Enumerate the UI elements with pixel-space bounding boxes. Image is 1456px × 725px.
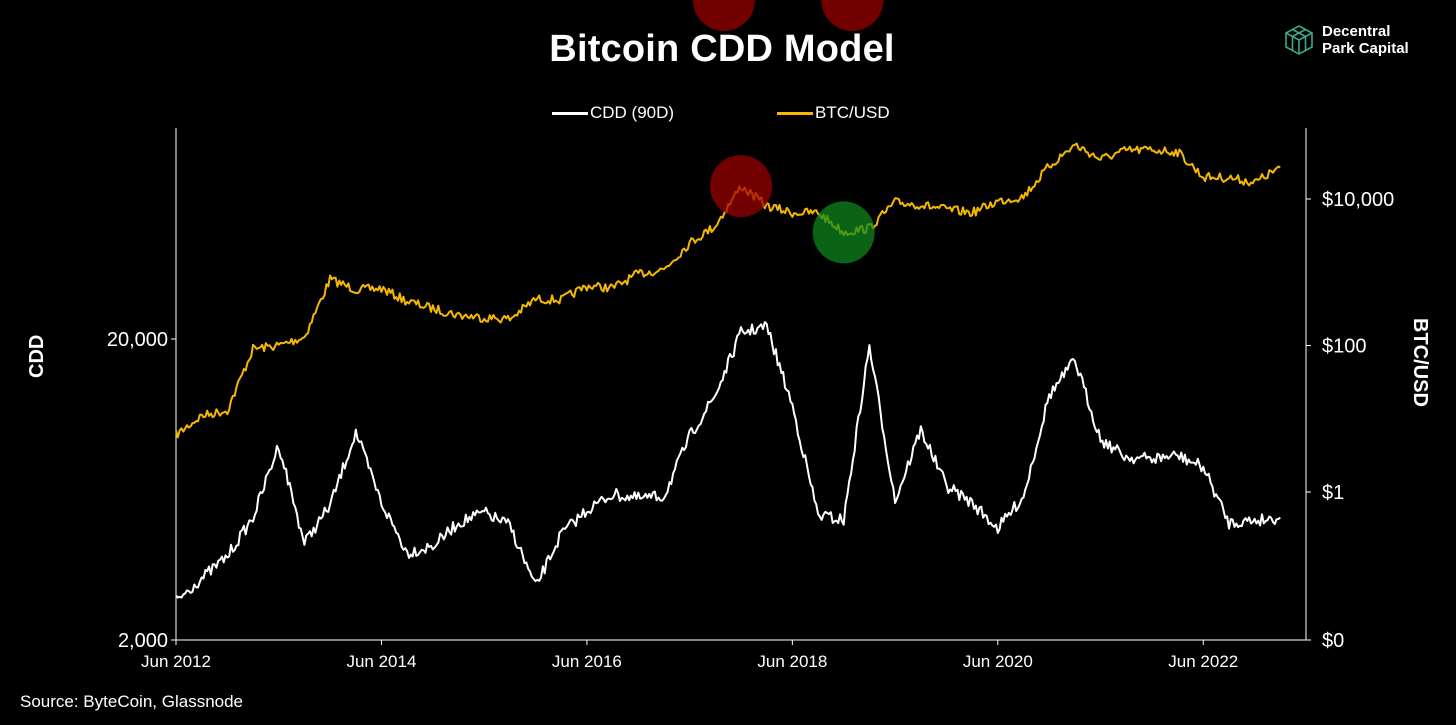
x-tick-label: Jun 2022 xyxy=(1168,652,1238,671)
legend-label-cdd: CDD (90D) xyxy=(590,103,675,122)
top-marker-circle-2 xyxy=(692,0,755,31)
cdd-90d-line xyxy=(175,321,1281,599)
brand-name-line1: Decentral xyxy=(1322,23,1391,40)
y-left-tick-label: 20,000 xyxy=(107,329,168,351)
legend-label-btc: BTC/USD xyxy=(815,103,890,122)
x-tick-label: Jun 2020 xyxy=(963,652,1033,671)
y-right-tick-label: $0 xyxy=(1322,630,1344,652)
legend-swatch-btc xyxy=(777,111,813,115)
y-left-tick-label: 2,000 xyxy=(118,630,168,652)
top-marker-circle-0 xyxy=(710,155,772,218)
y-right-tick-label: $1 xyxy=(1322,482,1344,504)
y-right-tick-label: $100 xyxy=(1322,336,1367,358)
x-tick-label: Jun 2018 xyxy=(757,652,827,671)
x-tick-label: Jun 2012 xyxy=(141,652,211,671)
x-tick-label: Jun 2014 xyxy=(346,652,416,671)
legend-item-btc: BTC/USD xyxy=(777,103,890,123)
brand-logo: Decentral Park Capital xyxy=(1282,23,1409,57)
bottom-marker-circle-1 xyxy=(812,201,875,264)
brand-name-line2: Park Capital xyxy=(1322,40,1409,57)
cube-icon xyxy=(1285,25,1313,55)
source-note: Source: ByteCoin, Glassnode xyxy=(20,692,244,711)
x-tick-label: Jun 2016 xyxy=(552,652,622,671)
legend-item-cdd: CDD (90D) xyxy=(552,103,674,123)
chart-legend: CDD (90D) BTC/USD xyxy=(0,103,1456,127)
top-marker-circle-3 xyxy=(821,0,884,31)
legend-swatch-cdd xyxy=(552,111,588,115)
chart-title: Bitcoin CDD Model xyxy=(549,28,895,70)
y-right-tick-label: $10,000 xyxy=(1322,189,1394,211)
